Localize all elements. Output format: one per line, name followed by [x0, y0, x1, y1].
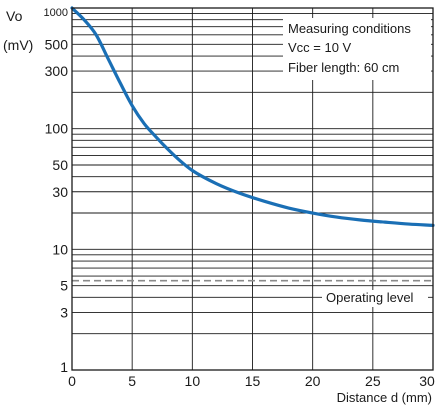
y-tick-label: 1000 — [44, 7, 68, 19]
plot-frame — [71, 7, 434, 371]
conditions-heading: Measuring conditions — [288, 21, 411, 36]
y-tick-label: 5 — [60, 278, 68, 294]
y-tick-label: 50 — [52, 157, 68, 173]
series-curve — [70, 6, 435, 227]
conditions-fiber-length: Fiber length: 60 cm — [288, 60, 399, 75]
x-axis-title: Distance d (mm) — [337, 390, 432, 405]
conditions-vcc: Vcc = 10 V — [288, 40, 352, 55]
tick-labels: 0 5 10 15 20 25 30 1000 500 300 100 50 30 10 5 3 1 — [44, 7, 435, 389]
x-tick-label: 0 — [68, 373, 76, 389]
y-tick-label: 100 — [45, 121, 69, 137]
x-tick-label: 30 — [419, 373, 435, 389]
x-tick-label: 10 — [185, 373, 201, 389]
x-tick-label: 25 — [365, 373, 381, 389]
y-tick-label: 1 — [60, 359, 68, 375]
y-tick-label: 3 — [60, 304, 68, 320]
chart-text: Vo (mV) Distance d (mm) Measuring condit… — [3, 8, 432, 405]
y-tick-label: 500 — [45, 36, 69, 52]
operating-level-label-background — [322, 290, 428, 307]
series-curve-group — [70, 6, 435, 227]
y-axis-title-line2: (mV) — [3, 37, 33, 53]
operating-level-label: Operating level — [326, 290, 414, 305]
conditions-box-background — [283, 18, 431, 80]
y-tick-label: 10 — [52, 241, 68, 257]
x-tick-label: 20 — [305, 373, 321, 389]
operating-level-group — [72, 279, 433, 307]
y-tick-label: 300 — [45, 63, 69, 79]
x-tick-label: 15 — [245, 373, 261, 389]
y-axis-title-line1: Vo — [6, 8, 23, 24]
x-tick-label: 5 — [128, 373, 136, 389]
y-tick-label: 30 — [52, 184, 68, 200]
